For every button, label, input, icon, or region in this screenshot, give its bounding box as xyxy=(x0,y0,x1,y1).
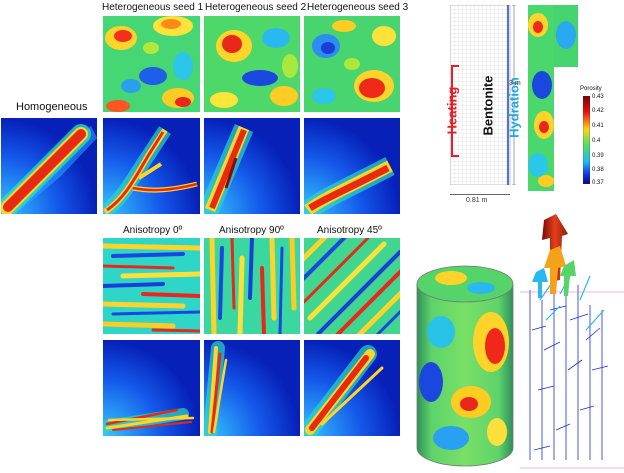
title-anisotropy-90: Anisotropy 90º xyxy=(219,225,284,236)
aniso90-porosity-field xyxy=(204,238,300,334)
seed1-porosity-field xyxy=(103,16,200,112)
width-dimension-line xyxy=(450,194,510,195)
title-homogeneous: Homogeneous xyxy=(16,101,88,113)
seed2-result-map xyxy=(204,118,300,214)
colorbar-tick: 0.37 xyxy=(592,180,604,186)
colorbar-tick: 0.4 xyxy=(592,138,601,144)
aniso45-result-map xyxy=(304,340,400,436)
colorbar-title: Porosity xyxy=(580,86,602,92)
column-porosity-field xyxy=(528,5,578,191)
colorbar-tick: 0.39 xyxy=(592,153,604,159)
aniso90-result-map xyxy=(204,340,300,436)
seed1-result-map xyxy=(103,118,200,214)
heating-bracket xyxy=(451,65,459,157)
width-dimension-label: 0.81 m xyxy=(466,197,488,204)
seed3-porosity-field xyxy=(304,16,400,112)
title-anisotropy-45: Anisotropy 45º xyxy=(317,225,382,236)
3d-flux-vector-field xyxy=(520,210,624,472)
title-heterogeneous-seed-2: Heterogeneous seed 2 xyxy=(205,2,307,13)
aniso0-porosity-field xyxy=(103,238,200,334)
hydration-label: Hydration xyxy=(506,77,522,138)
porosity-colorbar xyxy=(583,96,590,184)
title-anisotropy-0: Anisotropy 0º xyxy=(123,225,183,236)
aniso0-result-map xyxy=(103,340,200,436)
title-heterogeneous-seed-3: Heterogeneous seed 3 xyxy=(307,2,409,13)
aniso45-porosity-field xyxy=(304,238,400,334)
seed3-result-map xyxy=(304,118,400,214)
colorbar-tick: 0.42 xyxy=(592,108,604,114)
colorbar-tick: 0.43 xyxy=(592,94,604,100)
title-heterogeneous-seed-1: Heterogeneous seed 1 xyxy=(102,2,204,13)
colorbar-tick: 0.38 xyxy=(592,167,604,173)
3d-porosity-cylinder xyxy=(411,262,519,470)
colorbar-tick: 0.41 xyxy=(592,123,604,129)
seed2-porosity-field xyxy=(204,16,300,112)
homogeneous-result-map xyxy=(1,118,97,214)
height-dimension-label: 3 m xyxy=(509,80,521,87)
heating-label: Heating xyxy=(444,86,460,135)
mesh-schematic xyxy=(450,5,522,185)
bentonite-label: Bentonite xyxy=(480,75,496,136)
